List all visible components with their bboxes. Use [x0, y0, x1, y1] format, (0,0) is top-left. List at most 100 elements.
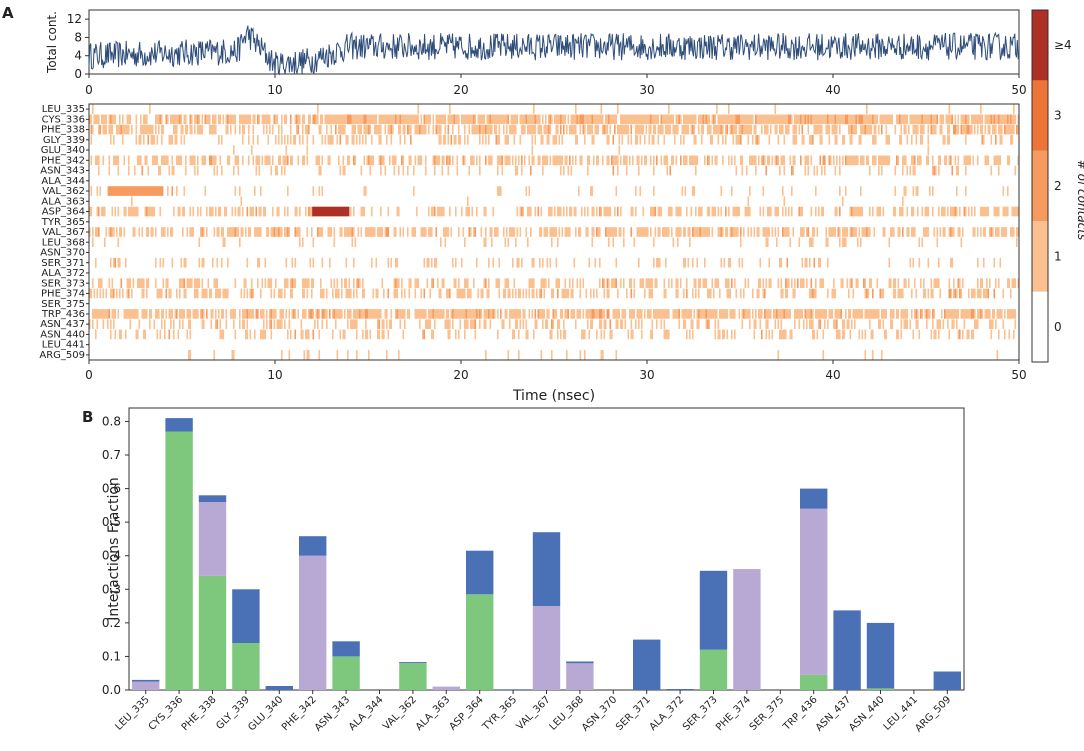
contact-cell [1007, 206, 1009, 217]
contact-cell [431, 329, 433, 340]
bar-segment [699, 649, 728, 690]
contact-cell [837, 309, 840, 319]
contact-cell [110, 257, 112, 268]
contact-cell [767, 155, 769, 166]
contact-cell [677, 206, 679, 217]
contact-cell [221, 227, 223, 237]
contact-cell [989, 227, 991, 237]
contact-cell [936, 237, 939, 248]
contact-cell [147, 227, 150, 237]
contact-cell [525, 114, 528, 125]
contact-cell [831, 114, 834, 125]
contact-cell [356, 288, 358, 299]
contact-cell [410, 278, 412, 289]
contact-cell [108, 124, 111, 135]
contact-cell [519, 309, 522, 319]
contact-cell [281, 165, 283, 176]
contact-cell [867, 155, 870, 166]
contact-cell [156, 329, 159, 340]
contact-cell [336, 278, 339, 289]
contact-cell [566, 124, 568, 135]
contact-cell [906, 206, 909, 217]
contact-cell [996, 227, 999, 237]
contact-cell [621, 114, 624, 125]
contact-cell [440, 114, 442, 125]
contact-cell [698, 319, 700, 329]
contact-cell [786, 114, 789, 125]
x-tick-label: 20 [453, 368, 468, 382]
bar-segment [265, 686, 293, 690]
contact-cell [720, 206, 723, 217]
contact-cell [857, 278, 859, 289]
contact-cell [354, 309, 357, 319]
heatmap-residue-labels: LEU_335CYS_336PHE_338GLY_339GLU_340PHE_3… [39, 104, 89, 361]
contact-cell [839, 114, 841, 125]
contact-cell [813, 124, 816, 135]
contact-cell [986, 114, 988, 125]
contact-cell [98, 155, 100, 166]
contact-cell [308, 309, 310, 319]
contact-cell [200, 227, 202, 237]
contact-cell [863, 114, 865, 125]
contact-cell [857, 237, 859, 248]
contact-cell [675, 155, 678, 166]
contact-cell [689, 114, 691, 125]
contact-cell [425, 114, 427, 125]
contact-cell [701, 309, 703, 319]
bar-segment [499, 689, 527, 690]
contact-cell [135, 135, 138, 145]
contact-cell [278, 124, 280, 135]
contact-cell [836, 135, 838, 145]
contact-cell [309, 114, 312, 125]
contact-cell [360, 124, 363, 135]
contact-cell [906, 114, 909, 125]
contact-cell [408, 309, 411, 319]
contact-cell [612, 227, 615, 237]
contact-cell [872, 309, 874, 319]
contact-cell [864, 124, 867, 135]
contact-cell [384, 124, 387, 135]
contact-cell [285, 145, 288, 155]
contact-cell [762, 206, 765, 217]
contact-cell [879, 288, 882, 299]
contact-cell [684, 257, 687, 268]
contact-cell [231, 350, 234, 360]
contact-cell [716, 124, 718, 135]
contact-cell [939, 288, 942, 299]
contact-cell [95, 329, 97, 340]
contact-cell [350, 206, 352, 217]
contact-cell [741, 165, 744, 176]
contact-cell [576, 135, 579, 145]
contact-cell [281, 309, 283, 319]
contact-cell [1013, 104, 1015, 114]
contact-cell [992, 114, 994, 125]
contact-cell [471, 206, 474, 217]
contact-cell [974, 309, 976, 319]
contact-cell [360, 114, 363, 125]
contact-cell [839, 155, 841, 166]
contact-cell [582, 114, 585, 125]
contact-cell [215, 278, 217, 289]
contact-cell [348, 278, 351, 289]
contact-cell [948, 155, 951, 166]
contact-cell [401, 155, 403, 166]
contact-cell [710, 135, 712, 145]
contact-cell [966, 309, 969, 319]
contact-cell [227, 114, 229, 125]
contact-cell [194, 124, 196, 135]
contact-cell [653, 186, 655, 196]
contact-cell [965, 135, 967, 145]
contact-cell [350, 227, 352, 237]
residue-x-label: ASN_437 [814, 694, 853, 733]
contact-cell [873, 155, 876, 166]
contact-cell [698, 227, 700, 237]
contact-cell [326, 124, 328, 135]
contact-cell [351, 124, 354, 135]
contact-cell [356, 278, 358, 289]
contact-cell [990, 165, 993, 176]
contact-cell [632, 155, 634, 166]
contact-cell [591, 237, 594, 248]
contact-cell [372, 227, 375, 237]
contact-cell [369, 329, 372, 340]
contact-cell [240, 288, 243, 299]
